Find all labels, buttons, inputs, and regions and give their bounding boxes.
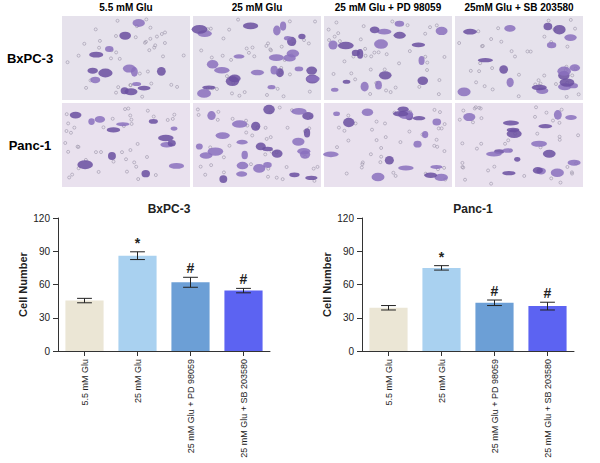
svg-text:#: #: [544, 285, 552, 301]
svg-text:Cell Number: Cell Number: [17, 251, 29, 317]
svg-text:60: 60: [39, 279, 51, 290]
svg-text:30: 30: [39, 312, 51, 323]
svg-text:25 mM Glu + SB 203580: 25 mM Glu + SB 203580: [543, 359, 553, 458]
svg-text:#: #: [491, 283, 499, 299]
svg-text:Panc-1: Panc-1: [9, 138, 52, 153]
svg-text:25 mM Glu + PD 98059: 25 mM Glu + PD 98059: [335, 2, 442, 13]
svg-text:25 mM Glu + PD 98059: 25 mM Glu + PD 98059: [186, 359, 196, 453]
svg-text:90: 90: [39, 246, 51, 257]
svg-text:0: 0: [44, 346, 50, 357]
svg-text:BxPC-3: BxPC-3: [7, 51, 53, 66]
svg-text:#: #: [240, 271, 248, 287]
svg-text:25 mM Glu + SB 203580: 25 mM Glu + SB 203580: [239, 359, 249, 458]
svg-text:5.5 mM Glu: 5.5 mM Glu: [99, 2, 152, 13]
svg-text:0: 0: [348, 346, 354, 357]
svg-text:90: 90: [343, 246, 355, 257]
svg-text:120: 120: [337, 213, 354, 224]
svg-text:Panc-1: Panc-1: [453, 202, 493, 216]
svg-text:120: 120: [33, 213, 50, 224]
svg-text:5.5 mM Glu: 5.5 mM Glu: [384, 359, 394, 406]
svg-text:BxPC-3: BxPC-3: [148, 202, 191, 216]
svg-text:25 mM Glu: 25 mM Glu: [232, 2, 283, 13]
svg-text:Cell Number: Cell Number: [321, 251, 333, 317]
svg-text:60: 60: [343, 279, 355, 290]
svg-text:25 mM Glu: 25 mM Glu: [437, 359, 447, 403]
svg-text:30: 30: [343, 312, 355, 323]
svg-text:#: #: [187, 260, 195, 276]
svg-text:25 mM Glu: 25 mM Glu: [133, 359, 143, 403]
svg-text:*: *: [135, 235, 141, 251]
svg-text:5.5 mM Glu: 5.5 mM Glu: [80, 359, 90, 406]
svg-text:*: *: [439, 249, 445, 265]
svg-text:25mM Glu + SB 203580: 25mM Glu + SB 203580: [464, 2, 574, 13]
svg-text:25 mM Glu + PD 98059: 25 mM Glu + PD 98059: [490, 359, 500, 453]
